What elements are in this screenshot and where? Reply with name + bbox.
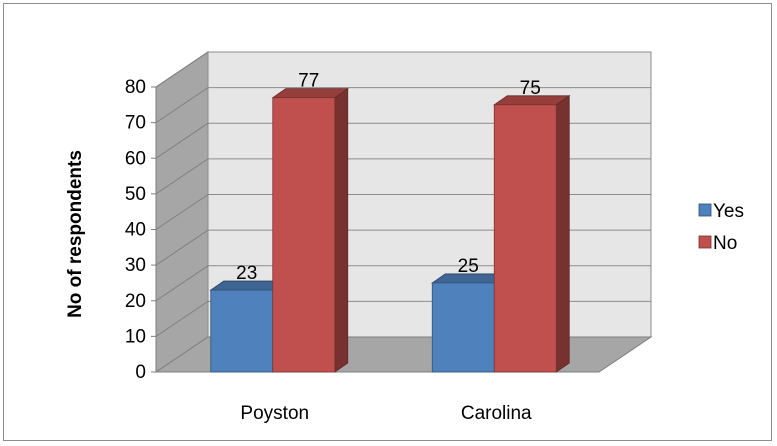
bar-front xyxy=(493,104,557,373)
bar-front xyxy=(210,289,274,373)
gridline-side xyxy=(155,158,209,195)
category-label: Poyston xyxy=(240,403,309,424)
y-tick-label: 10 xyxy=(125,326,146,347)
gridline-side xyxy=(155,51,209,88)
gridline-side xyxy=(155,300,209,337)
gridline-side xyxy=(155,194,209,230)
y-tick-labels: 0 10 20 30 40 50 60 70 80 xyxy=(125,77,157,383)
data-labels: 23 77 25 75 xyxy=(236,71,541,284)
y-tick-label: 70 xyxy=(125,113,146,134)
y-tick-label: 80 xyxy=(125,77,146,98)
y-tick-label: 30 xyxy=(125,255,146,276)
y-tick-label: 60 xyxy=(125,148,146,169)
legend-label: Yes xyxy=(713,201,744,222)
category-label: Carolina xyxy=(461,403,532,424)
bar-no-poyston xyxy=(271,87,350,373)
category-labels: Poyston Carolina xyxy=(240,403,532,424)
bar-chart: 0 10 20 30 40 50 60 70 80 23 77 25 75 Poyston Caroli… xyxy=(65,51,744,424)
y-tick-label: 40 xyxy=(125,220,146,241)
y-axis-label: No of respondents xyxy=(65,150,86,318)
data-label: 23 xyxy=(236,263,257,284)
data-label: 25 xyxy=(458,256,479,277)
legend-label: No xyxy=(713,233,737,254)
legend: Yes No xyxy=(698,201,744,254)
gridline-side xyxy=(155,265,209,302)
bar-side xyxy=(334,87,349,373)
legend-swatch xyxy=(698,203,712,217)
y-tick-label: 20 xyxy=(125,291,146,312)
bar-side xyxy=(555,95,570,373)
data-label: 77 xyxy=(298,71,319,92)
bar-no-carolina xyxy=(492,95,571,373)
legend-swatch xyxy=(698,235,712,249)
legend-item: No xyxy=(698,233,737,254)
bar-front xyxy=(272,97,336,373)
chart-frame: 0 10 20 30 40 50 60 70 80 23 77 25 75 Poyston Caroli… xyxy=(3,3,772,441)
gridline-side xyxy=(155,122,209,159)
legend-item: Yes xyxy=(698,201,744,222)
bar-front xyxy=(431,282,495,373)
gridline-side xyxy=(155,229,209,266)
gridline-side xyxy=(155,87,209,124)
y-tick-label: 0 xyxy=(135,362,146,383)
bars xyxy=(209,87,571,373)
data-label: 75 xyxy=(520,78,541,99)
y-tick-label: 50 xyxy=(125,184,146,205)
